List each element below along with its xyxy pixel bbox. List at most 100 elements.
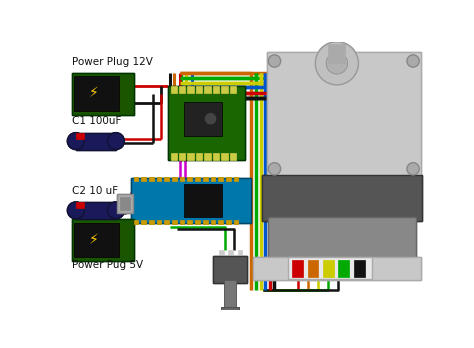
Bar	[72, 219, 134, 261]
Bar	[72, 73, 134, 115]
Bar	[268, 217, 416, 263]
Bar	[203, 176, 208, 181]
Bar	[354, 260, 365, 277]
Bar	[219, 250, 224, 258]
Bar	[292, 260, 303, 277]
Circle shape	[407, 55, 419, 67]
Bar	[203, 176, 208, 181]
Bar	[172, 220, 177, 224]
Bar	[224, 280, 236, 310]
Circle shape	[108, 202, 124, 219]
Bar	[183, 184, 222, 216]
Circle shape	[268, 55, 281, 67]
Bar	[180, 176, 184, 181]
Bar	[141, 220, 146, 224]
Bar	[188, 176, 192, 181]
Bar	[213, 256, 247, 283]
Circle shape	[204, 113, 217, 125]
Bar	[213, 86, 219, 93]
Bar	[267, 52, 421, 179]
Bar	[219, 220, 223, 224]
Bar	[164, 220, 169, 224]
Bar	[234, 176, 238, 181]
Circle shape	[108, 202, 124, 219]
Bar	[157, 220, 161, 224]
Bar	[183, 102, 222, 136]
Bar	[253, 258, 421, 280]
Bar	[134, 220, 138, 224]
Circle shape	[108, 133, 124, 150]
Bar	[168, 86, 245, 160]
Bar	[226, 176, 231, 181]
Bar	[230, 153, 236, 160]
Bar	[323, 260, 334, 277]
Bar	[219, 176, 223, 181]
Bar	[149, 220, 154, 224]
Bar	[203, 220, 208, 224]
Bar	[171, 153, 177, 160]
Bar	[134, 176, 138, 181]
Bar	[204, 153, 210, 160]
Bar	[76, 202, 116, 219]
Bar	[308, 260, 319, 277]
Bar	[354, 260, 365, 277]
Bar	[172, 220, 177, 224]
Text: ⚡: ⚡	[89, 233, 99, 247]
Bar	[328, 44, 346, 63]
Bar	[196, 86, 202, 93]
Circle shape	[315, 42, 358, 85]
Bar	[234, 176, 238, 181]
Bar	[180, 220, 184, 224]
Circle shape	[268, 163, 281, 175]
Circle shape	[204, 113, 217, 125]
Bar	[76, 133, 83, 139]
Bar	[230, 86, 236, 93]
Bar	[230, 153, 236, 160]
Bar	[171, 86, 177, 93]
Bar	[131, 178, 251, 223]
Bar	[180, 176, 184, 181]
Bar	[203, 220, 208, 224]
Bar	[172, 176, 177, 181]
Bar	[288, 258, 372, 279]
Bar	[164, 176, 169, 181]
Bar	[72, 73, 134, 115]
Text: C1 100uF: C1 100uF	[72, 117, 121, 126]
Circle shape	[268, 163, 281, 175]
Bar	[172, 176, 177, 181]
Bar	[213, 153, 219, 160]
Bar	[210, 220, 215, 224]
Bar	[188, 86, 194, 93]
Bar	[210, 220, 215, 224]
Circle shape	[326, 53, 347, 74]
Bar	[204, 153, 210, 160]
Bar	[149, 220, 154, 224]
Bar	[118, 194, 133, 213]
Bar	[292, 260, 303, 277]
Bar	[74, 223, 119, 258]
Bar	[164, 220, 169, 224]
Bar	[171, 86, 177, 93]
Bar	[157, 220, 161, 224]
Bar	[157, 176, 161, 181]
Bar	[213, 153, 219, 160]
Bar	[338, 260, 349, 277]
Bar	[288, 258, 372, 279]
Circle shape	[108, 133, 124, 150]
Bar	[118, 194, 133, 213]
Bar	[72, 219, 134, 261]
Bar	[323, 260, 334, 277]
Bar	[120, 197, 130, 211]
Bar	[196, 153, 202, 160]
Bar	[213, 86, 219, 93]
Bar	[195, 220, 200, 224]
Bar	[267, 52, 421, 179]
Bar	[268, 217, 416, 263]
Bar	[221, 153, 228, 160]
Bar	[76, 133, 83, 139]
Bar	[195, 176, 200, 181]
Bar	[131, 178, 251, 223]
Bar	[237, 250, 242, 258]
Circle shape	[67, 202, 84, 219]
Bar	[76, 133, 116, 150]
